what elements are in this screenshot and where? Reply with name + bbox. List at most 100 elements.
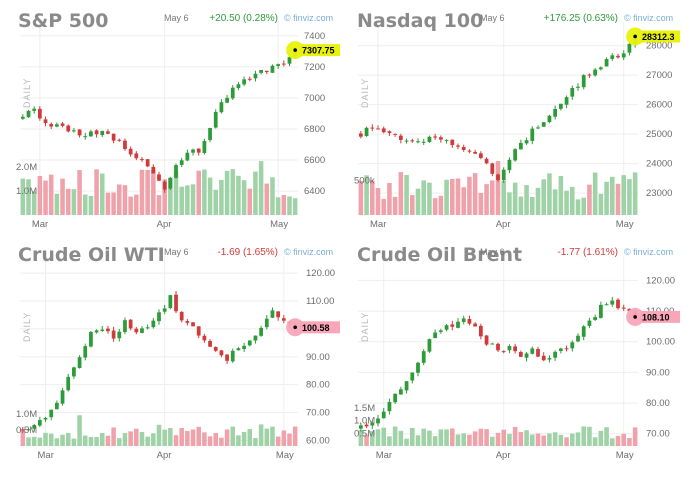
candle-body (564, 97, 569, 105)
candle-body (587, 74, 592, 76)
volume-bar (94, 169, 99, 215)
volume-bar (236, 175, 241, 215)
candle-body (558, 103, 563, 109)
candle-body (55, 402, 59, 410)
volume-bar (264, 183, 270, 215)
candle-body (547, 358, 552, 360)
volume-bar (444, 429, 449, 446)
candle-body (478, 153, 483, 158)
volume-bar (450, 428, 455, 446)
candle-body (558, 348, 563, 351)
last-price-center (293, 48, 297, 52)
volume-bar (472, 431, 478, 446)
volume-bar (518, 196, 524, 215)
volume-bar (467, 434, 472, 446)
candle-body (94, 330, 99, 333)
candle-body (398, 135, 403, 140)
candle-body (270, 310, 275, 318)
volume-bar (490, 436, 495, 446)
volume-bar (398, 172, 404, 215)
candle-body (358, 425, 363, 429)
candle-body (162, 181, 167, 190)
volume-tick-label: 1.5M (354, 403, 375, 414)
volume-bar (455, 434, 461, 446)
volume-bar (31, 436, 37, 446)
volume-bar (281, 430, 287, 446)
volume-tick-label: 1.0M (16, 409, 37, 420)
volume-bar (541, 179, 546, 215)
volume-bar (54, 193, 60, 215)
volume-bar (358, 430, 364, 446)
chart-change: +20.50 (0.28%) (209, 13, 278, 24)
candle-body (381, 128, 386, 133)
volume-bar (287, 196, 292, 215)
candle-body (276, 64, 281, 66)
candle-body (387, 402, 392, 412)
candle-body (376, 128, 380, 130)
candle-body (484, 158, 489, 164)
candle-body (185, 152, 190, 161)
volume-bar (507, 433, 512, 446)
candle-body (393, 133, 398, 135)
volume-bar (71, 189, 77, 215)
candle-body (128, 148, 133, 155)
candle-body (225, 97, 229, 103)
volume-bar (224, 170, 230, 215)
volume-bar (495, 161, 501, 215)
candle-body (518, 142, 523, 150)
source-label: © finviz.com (284, 13, 333, 23)
volume-bar (128, 196, 133, 215)
volume-bar (592, 437, 598, 446)
candle-body (421, 351, 426, 363)
candle-body (381, 411, 386, 419)
candle-body (478, 325, 483, 337)
candle-body (598, 67, 603, 70)
volume-bar (581, 197, 586, 215)
volume-bar (478, 192, 484, 215)
candle-body (404, 140, 409, 142)
x-tick-label: May (276, 450, 294, 461)
volume-bar (122, 185, 128, 215)
chart-change: -1.69 (1.65%) (217, 247, 278, 258)
volume-bar (37, 437, 43, 446)
y-tick-label: 7000 (304, 93, 325, 104)
y-tick-label: 23000 (646, 188, 672, 199)
volume-bar (512, 426, 518, 446)
candle-body (174, 294, 178, 312)
candle-body (581, 326, 586, 337)
candle-body (117, 139, 122, 141)
volume-bar (421, 428, 426, 446)
candle-body (427, 339, 432, 352)
candle-body (32, 108, 37, 111)
volume-bar (387, 182, 392, 215)
candle-body (484, 335, 489, 345)
candle-body (616, 299, 620, 309)
candle-body (117, 331, 122, 339)
volume-bar (31, 191, 37, 215)
last-price-box (300, 321, 340, 334)
volume-bar (151, 169, 156, 215)
volume-bar (370, 180, 375, 215)
volume-bar (547, 173, 552, 215)
volume-bar (43, 432, 48, 446)
volume-bar (94, 437, 99, 446)
volume-bar (364, 434, 369, 446)
volume-bar (518, 432, 524, 446)
candle-body (593, 69, 598, 76)
volume-bar (65, 188, 71, 215)
y-tick-label: 24000 (646, 159, 672, 170)
candle-body (570, 88, 575, 97)
chart-date: May 6 (480, 247, 505, 257)
candle-body (587, 320, 592, 326)
candle-body (208, 341, 212, 347)
volume-bar (570, 186, 575, 215)
candle-body (66, 376, 71, 391)
daily-label: DAILY (22, 312, 32, 342)
candle-body (513, 149, 518, 161)
candle-body (621, 53, 626, 58)
volume-bar (570, 433, 575, 446)
volume-bar (151, 433, 156, 446)
